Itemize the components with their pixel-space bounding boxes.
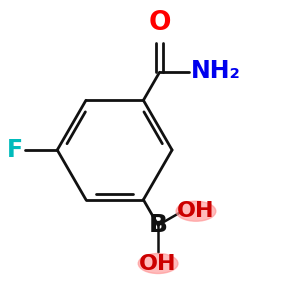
Text: OH: OH	[139, 254, 177, 274]
Text: NH₂: NH₂	[190, 59, 240, 83]
Text: B: B	[148, 213, 168, 237]
Ellipse shape	[176, 201, 216, 221]
Ellipse shape	[138, 254, 178, 274]
Text: O: O	[148, 10, 171, 36]
Text: OH: OH	[177, 201, 215, 221]
Text: F: F	[7, 138, 23, 162]
